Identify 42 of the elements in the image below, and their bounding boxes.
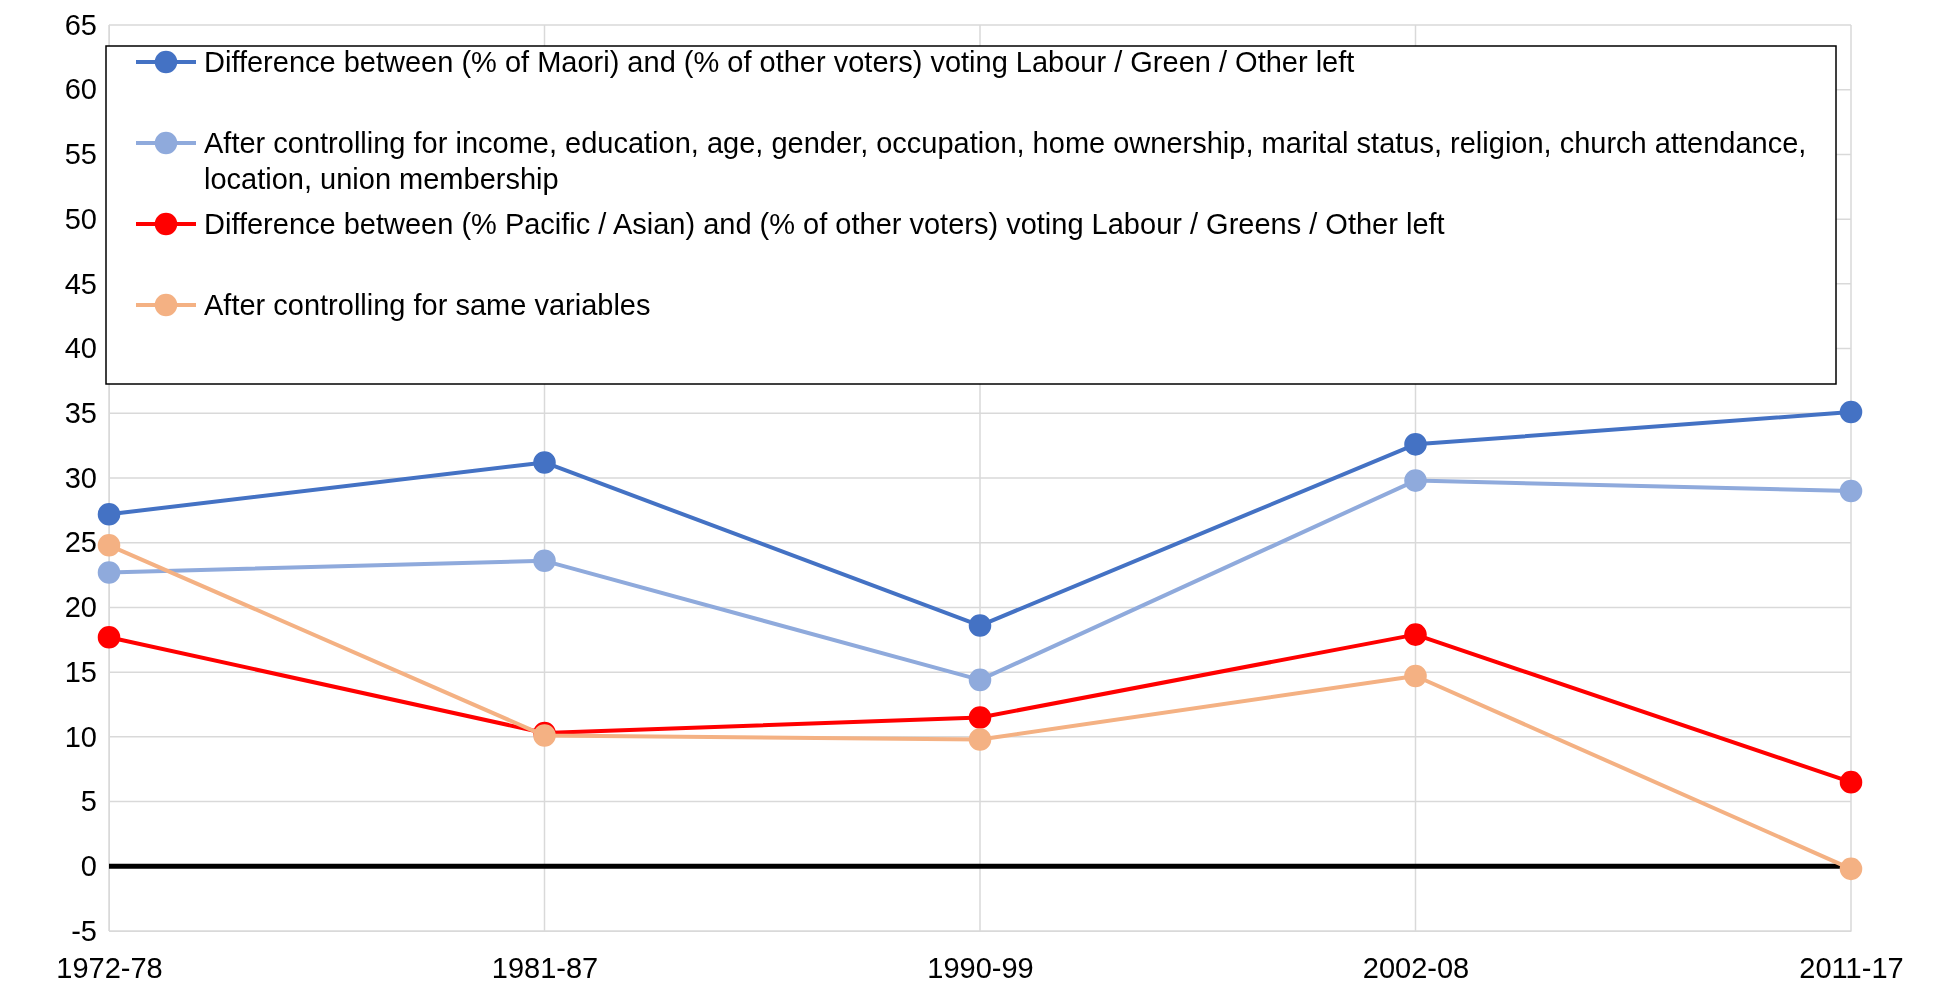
y-tick-label: 50	[64, 202, 97, 235]
y-tick-label: 45	[64, 267, 97, 300]
y-tick-label: 25	[64, 526, 97, 559]
point	[97, 625, 121, 649]
y-tick-label: -5	[71, 914, 97, 947]
x-tick-label: 2002-08	[1362, 951, 1470, 984]
point	[97, 502, 121, 526]
legend-label: After controlling for same variables	[204, 289, 651, 322]
x-tick-label: 1981-87	[491, 951, 599, 984]
point	[968, 728, 992, 751]
y-tick-label: 5	[80, 785, 97, 818]
point	[97, 561, 121, 584]
y-tick-label: 10	[64, 720, 97, 753]
point	[533, 549, 556, 573]
point	[968, 706, 992, 729]
y-tick-label: 40	[64, 332, 97, 365]
point	[1839, 479, 1863, 503]
point	[1404, 664, 1427, 688]
y-tick-label: 35	[64, 397, 97, 430]
x-tick-label: 1990-99	[927, 951, 1034, 984]
y-tick-label: 65	[64, 8, 97, 41]
legend-label: Difference between (% of Maori) and (% of other voters) voting Labour / Green / Other left	[204, 46, 1355, 79]
y-tick-label: 15	[64, 655, 97, 688]
legend-label: Difference between (% Pacific / Asian) and (% of other voters) voting Labour / Greens / Other left	[204, 208, 1445, 241]
point	[1839, 770, 1863, 794]
point	[1839, 857, 1863, 881]
y-tick-label: 55	[64, 138, 97, 171]
y-tick-label: 0	[80, 850, 97, 883]
point	[1404, 469, 1427, 492]
y-tick-label: 20	[64, 591, 97, 624]
point	[533, 451, 556, 474]
y-tick-label: 30	[64, 461, 97, 494]
point	[1404, 623, 1427, 646]
legend-label: After controlling for income, education, age, gender, occupation, home ownership, marital status, religion, church attendance, location, union membership	[204, 127, 1807, 196]
point	[1839, 400, 1863, 424]
point	[968, 614, 992, 637]
x-tick-label: 1972-78	[56, 951, 163, 984]
x-tick-label: 2011-17	[1799, 951, 1904, 984]
point	[97, 534, 121, 557]
y-tick-label: 60	[64, 73, 97, 106]
point	[1404, 433, 1427, 456]
point	[968, 668, 992, 692]
